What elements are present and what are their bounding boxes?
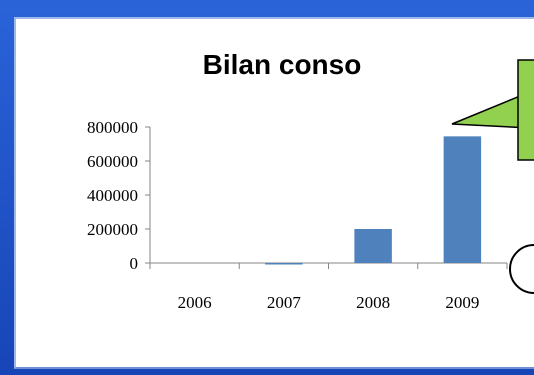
partial-circle-shape: [509, 244, 534, 294]
callout-bubble: [517, 59, 534, 161]
bars: [265, 136, 482, 265]
x-tick-label: 2007: [267, 293, 302, 312]
x-tick-label: 2009: [445, 293, 479, 312]
x-tick-label: 2006: [178, 293, 212, 312]
y-tick-label: 400000: [87, 186, 138, 205]
bar-2007: [265, 263, 303, 265]
chart-title: Bilan conso: [203, 49, 362, 80]
x-axis-ticks: 2006 2007 2008 2009: [149, 263, 508, 312]
y-axis-ticks: 800000 600000 400000 200000 0: [87, 118, 150, 273]
bar-2009: [443, 136, 482, 263]
x-tick-label: 2008: [356, 293, 390, 312]
y-tick-label: 600000: [87, 152, 138, 171]
bar-2008: [354, 229, 392, 263]
callout-pointer: [451, 95, 534, 161]
y-tick-label: 800000: [87, 118, 138, 137]
y-tick-label: 200000: [87, 220, 138, 239]
y-tick-label: 0: [130, 254, 139, 273]
